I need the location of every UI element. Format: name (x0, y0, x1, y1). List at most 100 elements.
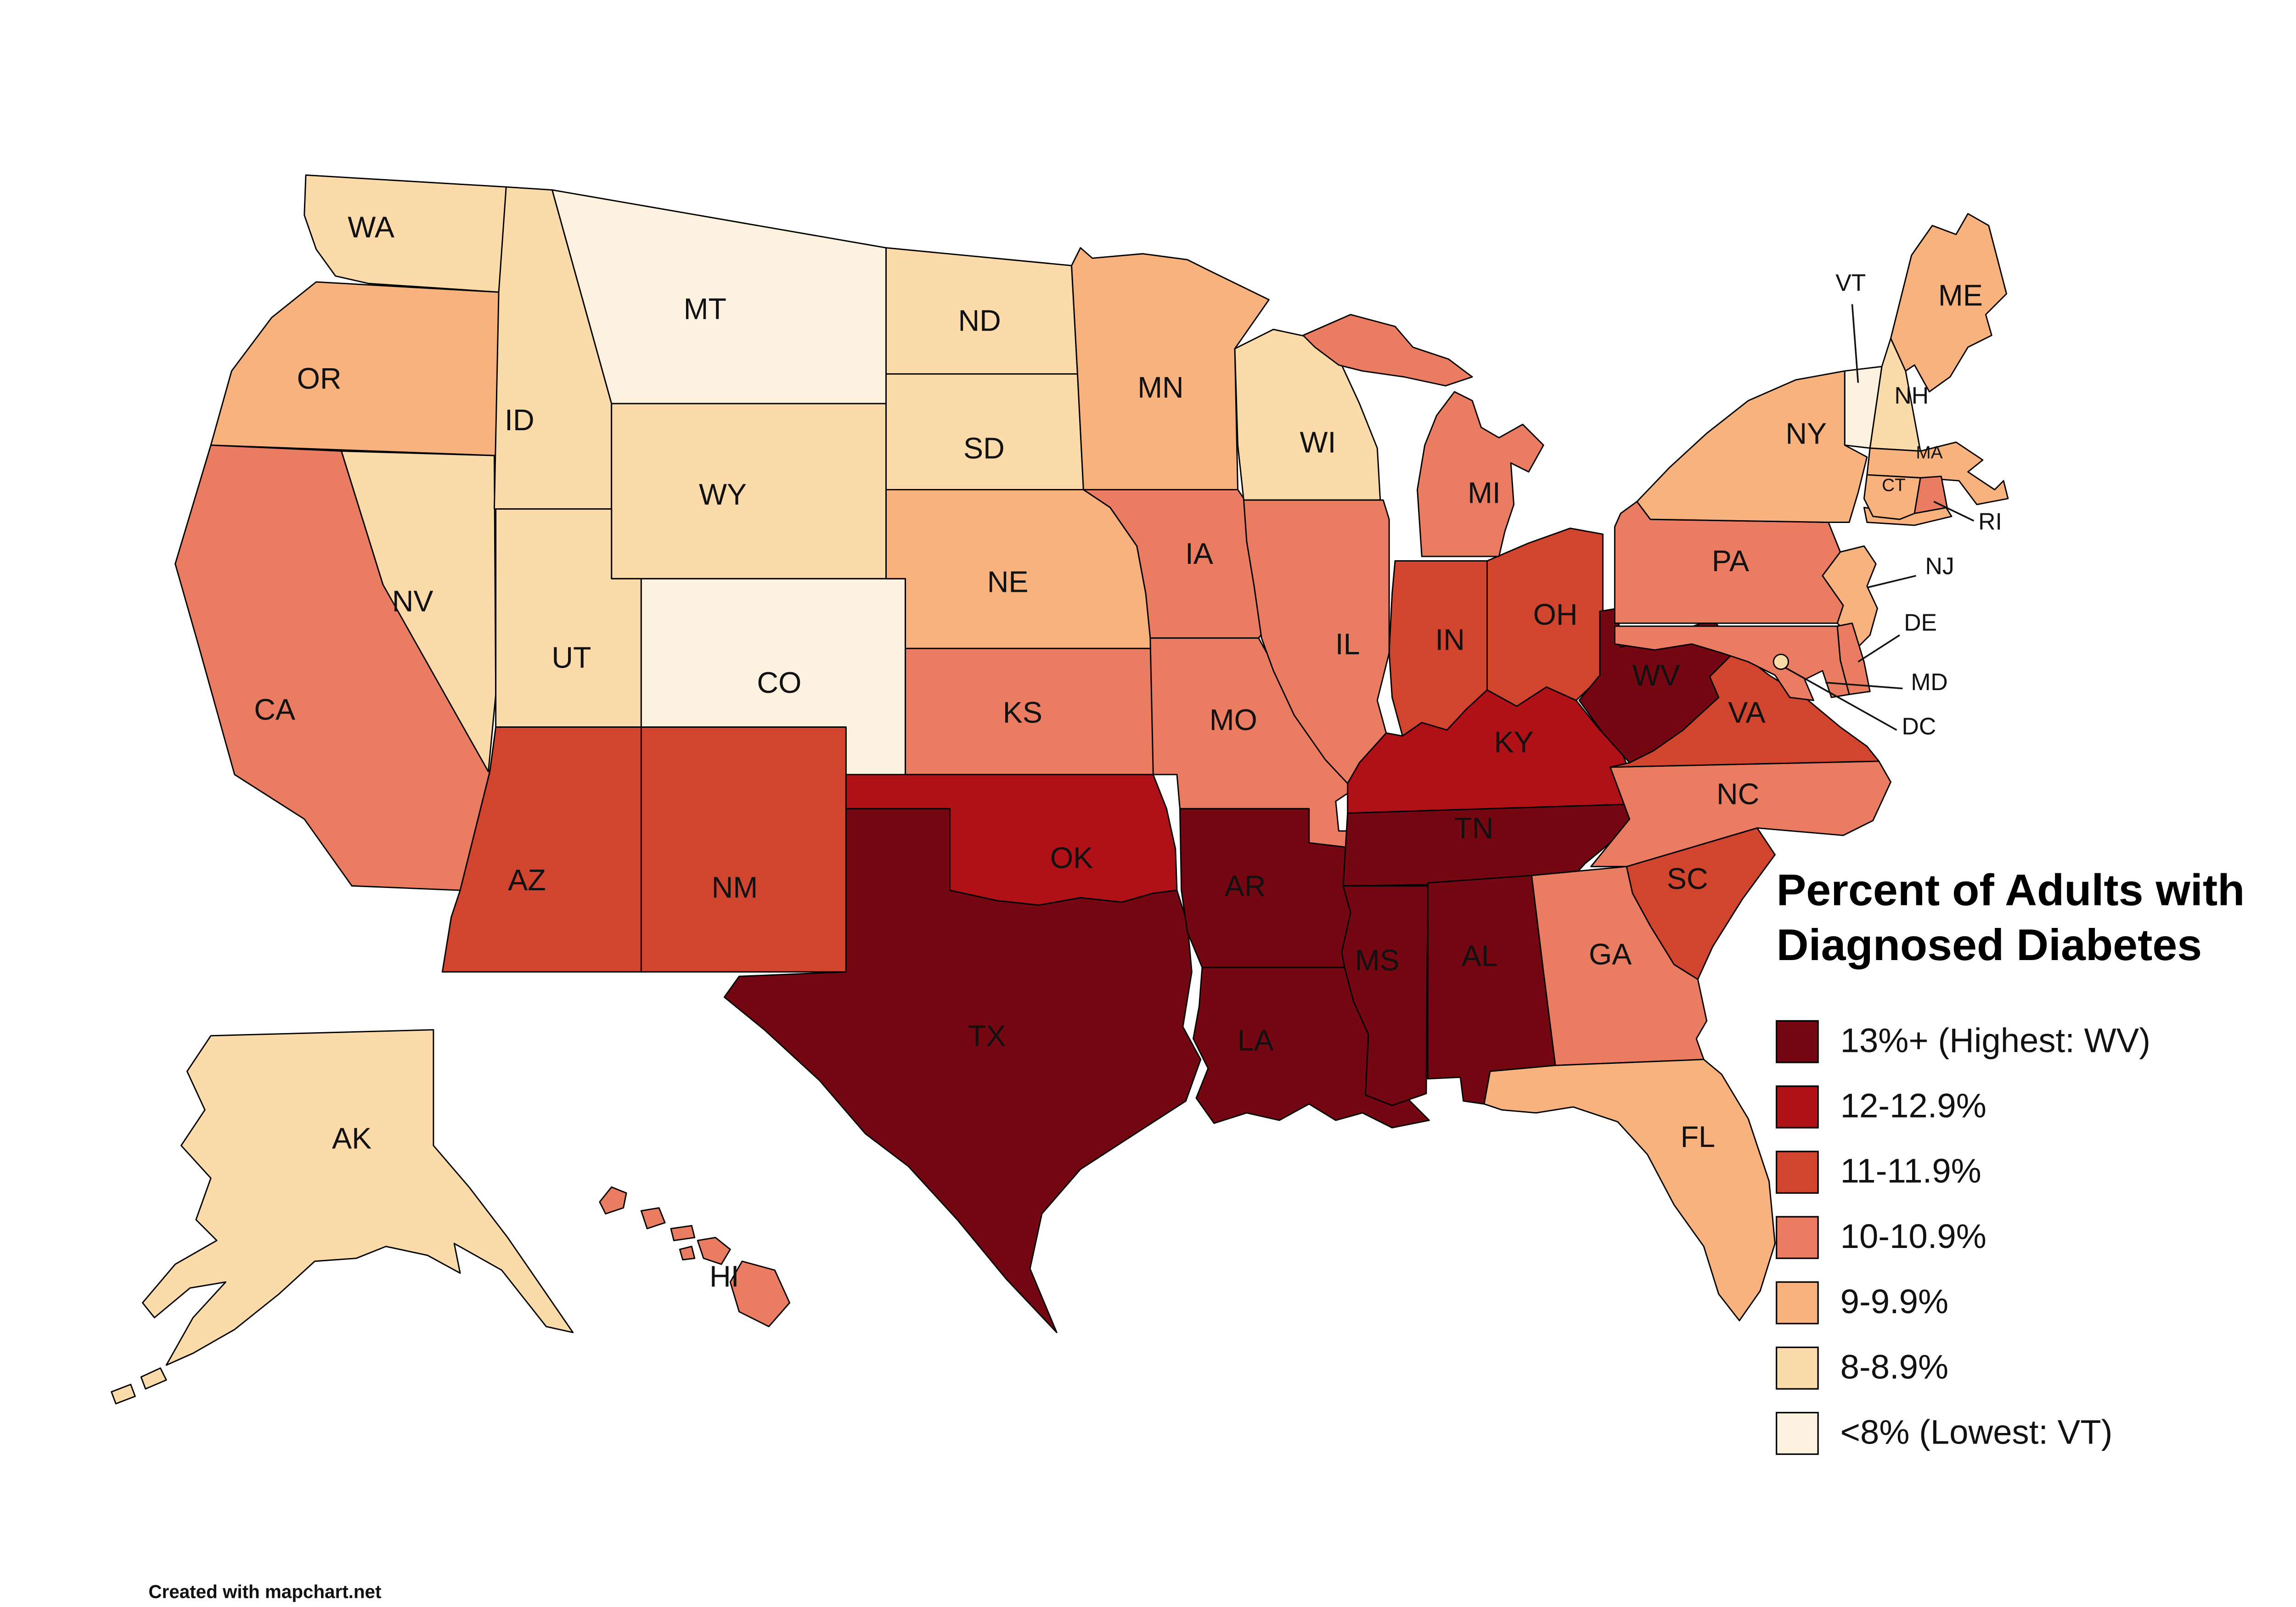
state-label-wi: WI (1300, 426, 1336, 459)
state-label-oh: OH (1533, 598, 1578, 631)
state-OR[interactable] (210, 281, 503, 456)
state-label-nd: ND (958, 304, 1001, 337)
state-MN[interactable] (1071, 247, 1270, 490)
pointer-line-md (1825, 681, 1903, 690)
legend-title-line1: Percent of Adults with (1777, 865, 2245, 915)
state-MI[interactable] (1302, 314, 1544, 557)
legend-label-13-plus: 13%+ (Highest: WV) (1840, 1021, 2150, 1059)
pointer-lines (1785, 304, 1975, 731)
legend-label-11: 11-11.9% (1840, 1152, 1981, 1190)
state-label-or: OR (297, 362, 342, 395)
state-MD[interactable] (1614, 625, 1850, 701)
state-label-ak: AK (332, 1121, 371, 1155)
states-layer (111, 174, 2009, 1405)
state-label-ok: OK (1050, 841, 1093, 875)
state-NC[interactable] (1590, 760, 1891, 867)
state-NJ[interactable] (1822, 545, 1878, 651)
state-label-ny: NY (1785, 416, 1827, 450)
legend-swatch-13-plus (1776, 1020, 1819, 1063)
state-AK[interactable] (111, 1029, 574, 1405)
state-NH[interactable] (1869, 337, 1921, 452)
state-label-in: IN (1435, 623, 1465, 657)
state-MS[interactable] (1341, 885, 1429, 1107)
state-label-ky: KY (1494, 725, 1534, 759)
state-label-ne: NE (987, 565, 1029, 598)
state-label-il: IL (1335, 627, 1360, 661)
state-label-co: CO (757, 666, 801, 699)
legend-swatch-under-8 (1776, 1412, 1819, 1455)
legend: Percent of Adults with Diagnosed Diabete… (1776, 865, 2245, 1455)
state-label-ut: UT (551, 641, 591, 674)
state-label-ia: IA (1185, 537, 1213, 570)
legend-swatch-8 (1776, 1346, 1819, 1390)
state-label-vt: VT (1835, 269, 1866, 296)
state-label-ga: GA (1589, 938, 1632, 971)
legend-title-line2: Diagnosed Diabetes (1777, 920, 2202, 970)
state-label-pa: PA (1712, 544, 1749, 578)
state-labels: WA OR CA NV ID MT WY UT CO AZ NM ND SD N… (254, 210, 2002, 1293)
state-label-md: MD (1911, 669, 1947, 695)
legend-swatch-11 (1776, 1151, 1819, 1194)
state-WA[interactable] (304, 174, 507, 293)
state-label-wa: WA (348, 210, 394, 244)
state-label-ks: KS (1003, 696, 1042, 729)
state-label-me: ME (1938, 279, 1983, 312)
state-label-dc: DC (1902, 713, 1936, 740)
state-label-nh: NH (1894, 382, 1929, 409)
state-label-wv: WV (1632, 658, 1680, 692)
state-label-sd: SD (963, 432, 1005, 465)
legend-swatch-12 (1776, 1085, 1819, 1129)
pointer-line-dc (1785, 667, 1897, 731)
state-label-nm: NM (712, 871, 758, 904)
state-label-id: ID (505, 403, 535, 437)
state-label-nv: NV (392, 584, 433, 618)
legend-label-12: 12-12.9% (1840, 1087, 1986, 1125)
state-label-ms: MS (1355, 944, 1400, 977)
state-label-tn: TN (1454, 811, 1493, 845)
state-FL[interactable] (1483, 1059, 1776, 1321)
state-label-mt: MT (684, 292, 726, 326)
state-WI[interactable] (1234, 328, 1381, 501)
state-label-az: AZ (508, 863, 546, 897)
state-label-sc: SC (1667, 862, 1708, 895)
pointer-line-nj (1867, 575, 1916, 589)
state-RI[interactable] (1913, 475, 1948, 514)
state-label-ca: CA (254, 692, 295, 726)
state-label-hi: HI (709, 1259, 739, 1293)
state-label-ri: RI (1978, 508, 2002, 535)
legend-label-under-8: <8% (Lowest: VT) (1840, 1413, 2113, 1451)
pointer-line-ri (1933, 500, 1975, 522)
state-label-ct: CT (1882, 476, 1906, 495)
legend-label-9: 9-9.9% (1840, 1282, 1949, 1320)
legend-swatch-9 (1776, 1281, 1819, 1325)
state-WY[interactable] (611, 403, 887, 579)
state-NM[interactable] (640, 726, 847, 973)
legend-label-10: 10-10.9% (1840, 1217, 1986, 1255)
state-DC[interactable] (1773, 653, 1789, 670)
state-label-al: AL (1462, 939, 1498, 972)
pointer-line-de (1857, 634, 1900, 663)
legend-swatch-10 (1776, 1216, 1819, 1259)
state-label-wy: WY (699, 478, 747, 511)
legend-label-8: 8-8.9% (1840, 1348, 1949, 1386)
state-label-de: DE (1904, 609, 1937, 635)
state-label-mo: MO (1210, 703, 1257, 736)
state-label-ma: MA (1916, 443, 1942, 463)
attribution-text: Created with mapchart.net (148, 1581, 381, 1602)
state-TX[interactable] (723, 808, 1202, 1333)
state-label-mi: MI (1468, 476, 1501, 510)
state-label-ar: AR (1225, 869, 1266, 903)
state-label-fl: FL (1681, 1120, 1715, 1153)
state-ME[interactable] (1890, 213, 2008, 393)
state-label-nc: NC (1716, 777, 1759, 811)
state-HI[interactable] (599, 1186, 790, 1327)
state-label-tx: TX (968, 1019, 1006, 1052)
pointer-line-vt (1851, 304, 1859, 383)
state-NV[interactable] (341, 450, 497, 772)
state-label-va: VA (1728, 696, 1765, 729)
state-SC[interactable] (1626, 827, 1776, 980)
state-label-la: LA (1238, 1023, 1274, 1057)
state-label-nj: NJ (1925, 553, 1954, 579)
state-label-mn: MN (1137, 371, 1184, 404)
